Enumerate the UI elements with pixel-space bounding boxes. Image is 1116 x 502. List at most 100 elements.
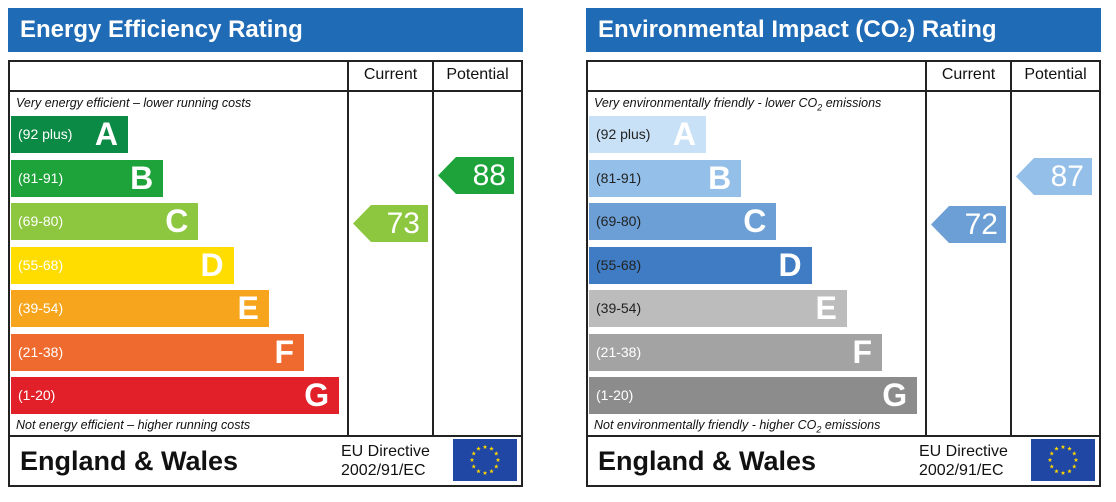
eu-directive-line1: EU Directive xyxy=(919,443,1008,460)
rating-band-range: (92 plus) xyxy=(18,126,73,142)
rating-band-letter: F xyxy=(852,333,872,370)
header-divider xyxy=(588,90,1099,92)
eu-flag-star xyxy=(476,468,481,474)
potential-arrow-shape xyxy=(1016,158,1092,196)
eu-flag-star xyxy=(495,457,501,462)
eu-flag-icon xyxy=(1031,439,1095,481)
bottom-note: Not environmentally friendly - higher CO… xyxy=(594,418,881,435)
rating-band-range: (21-38) xyxy=(596,343,642,360)
current-arrow-shape xyxy=(353,204,428,242)
energy-efficiency-panel: Energy Efficiency Rating Current Potenti… xyxy=(8,0,523,502)
current-arrow-polygon xyxy=(931,206,1006,244)
eu-flag-star xyxy=(469,457,475,462)
eu-flag-star xyxy=(489,468,494,474)
eu-directive: EU Directive 2002/91/EC xyxy=(341,442,430,480)
eu-flag-star xyxy=(476,446,481,451)
potential-column-header: Potential xyxy=(446,66,509,83)
rating-band-range: (92 plus) xyxy=(596,126,651,142)
rating-band-letter: G xyxy=(304,377,330,413)
rating-band-range: (1-20) xyxy=(18,387,56,403)
rating-band-f: (21-38) F xyxy=(11,333,304,371)
eu-directive-line1: EU Directive xyxy=(341,443,430,460)
current-column-header: Current xyxy=(363,66,418,83)
eu-flag-star xyxy=(471,451,477,456)
rating-band-letter: A xyxy=(94,116,118,152)
eu-flag-star xyxy=(482,444,488,449)
rating-band-b: (81-91) B xyxy=(589,159,742,197)
eu-flag-star xyxy=(1071,464,1077,469)
rating-band-a: (92 plus) A xyxy=(589,116,706,153)
rating-band-e: (39-54) E xyxy=(11,290,269,327)
potential-arrow-polygon xyxy=(438,156,514,194)
rating-band-d: (55-68) D xyxy=(589,246,812,284)
current-column-header: Current xyxy=(941,66,996,83)
rating-band-range: (81-91) xyxy=(596,169,642,186)
rating-band-letter: G xyxy=(882,377,908,413)
eu-flag-star xyxy=(493,451,499,456)
rating-band-range: (1-20) xyxy=(596,387,634,403)
rating-band-letter: E xyxy=(815,290,837,326)
eu-flag-star xyxy=(1047,457,1053,462)
rating-band-range: (21-38) xyxy=(18,343,64,360)
rating-band-letter: C xyxy=(743,203,767,239)
eu-flag-star xyxy=(1071,451,1077,456)
eu-flag-star xyxy=(1049,451,1055,456)
potential-arrow-shape xyxy=(438,156,514,194)
footer-divider xyxy=(10,435,521,437)
rating-band-letter: A xyxy=(672,116,696,152)
rating-band-range: (39-54) xyxy=(18,300,64,316)
rating-band-range: (69-80) xyxy=(18,213,64,229)
eu-directive-line2: 2002/91/EC xyxy=(919,462,1004,479)
potential-rating-value: 88 xyxy=(472,158,506,192)
current-rating-value: 72 xyxy=(964,208,998,242)
column-divider xyxy=(1010,62,1012,437)
eu-flag-star xyxy=(1054,468,1059,474)
rating-band-c: (69-80) C xyxy=(11,203,199,240)
rating-band-letter: F xyxy=(274,333,294,370)
rating-band-range: (81-91) xyxy=(18,169,64,186)
eu-flag-star xyxy=(493,464,499,469)
rating-band-e: (39-54) E xyxy=(589,290,847,327)
eu-flag-star xyxy=(1073,457,1079,462)
rating-band-range: (55-68) xyxy=(596,256,642,273)
eu-flag-star xyxy=(1060,444,1066,449)
environmental-impact-title: Environmental Impact (CO2) Rating xyxy=(586,8,1101,52)
potential-rating-arrow: 87 xyxy=(1016,158,1092,196)
eu-flag-star xyxy=(489,446,494,451)
eu-flag-star xyxy=(1067,446,1072,451)
eu-directive-line2: 2002/91/EC xyxy=(341,462,426,479)
rating-band-range: (55-68) xyxy=(18,256,64,273)
rating-band-letter: B xyxy=(708,159,732,196)
header-divider xyxy=(10,90,521,92)
current-rating-arrow: 73 xyxy=(353,204,428,242)
current-arrow-polygon xyxy=(353,204,428,242)
bottom-note: Not energy efficient – higher running co… xyxy=(16,418,251,432)
top-note: Very energy efficient – lower running co… xyxy=(16,96,252,110)
eu-flag-star xyxy=(1054,446,1059,451)
eu-flag-star xyxy=(1060,470,1066,475)
rating-band-c: (69-80) C xyxy=(589,203,777,240)
eu-flag-star xyxy=(1049,464,1055,469)
energy-efficiency-chart-frame: Current Potential Very energy efficient … xyxy=(8,60,523,487)
potential-rating-value: 87 xyxy=(1050,160,1084,194)
potential-arrow-polygon xyxy=(1016,158,1092,196)
eu-flag-star xyxy=(471,464,477,469)
rating-band-letter: C xyxy=(165,203,189,239)
rating-band-letter: E xyxy=(237,290,259,326)
column-divider xyxy=(347,62,349,437)
rating-band-range: (69-80) xyxy=(596,213,642,229)
rating-band-a: (92 plus) A xyxy=(11,116,128,153)
region-label: England & Wales xyxy=(20,446,239,476)
current-rating-value: 73 xyxy=(386,206,420,240)
rating-band-letter: B xyxy=(130,159,154,196)
rating-band-range: (39-54) xyxy=(596,300,642,316)
energy-efficiency-title: Energy Efficiency Rating xyxy=(8,8,523,52)
eu-directive: EU Directive 2002/91/EC xyxy=(919,442,1008,480)
current-rating-arrow: 72 xyxy=(931,206,1006,244)
eu-flag-icon xyxy=(453,439,517,481)
column-divider xyxy=(925,62,927,437)
rating-band-f: (21-38) F xyxy=(589,333,882,371)
region-label: England & Wales xyxy=(598,446,817,476)
environmental-impact-chart-frame: Current Potential Very environmentally f… xyxy=(586,60,1101,487)
potential-column-header: Potential xyxy=(1024,66,1087,83)
